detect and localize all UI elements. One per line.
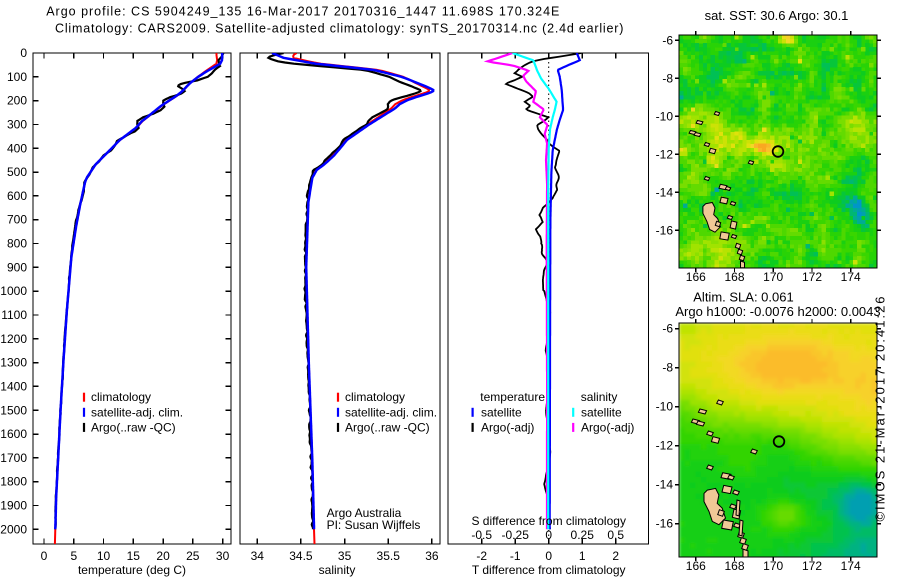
svg-text:700: 700: [7, 213, 27, 227]
svg-text:168: 168: [724, 559, 744, 573]
svg-text:174: 174: [841, 270, 861, 284]
svg-text:1: 1: [579, 549, 586, 563]
svg-text:-2: -2: [476, 549, 487, 563]
svg-text:0: 0: [545, 549, 552, 563]
svg-text:Argo(..raw -QC): Argo(..raw -QC): [345, 420, 430, 434]
svg-text:Argo(-adj): Argo(-adj): [481, 420, 534, 434]
svg-text:sat. SST: 30.6 Argo: 30.1: sat. SST: 30.6 Argo: 30.1: [705, 8, 849, 23]
svg-text:166: 166: [686, 559, 706, 573]
svg-text:34: 34: [251, 549, 265, 563]
svg-text:Argo Australia: Argo Australia: [327, 506, 402, 520]
svg-text:1100: 1100: [1, 308, 27, 322]
svg-text:-6: -6: [662, 33, 673, 47]
svg-text:Climatology: CARS2009. Satelli: Climatology: CARS2009. Satellite-adjuste…: [55, 22, 624, 36]
svg-text:0.25: 0.25: [571, 528, 595, 542]
svg-text:30: 30: [216, 549, 230, 563]
svg-text:20: 20: [156, 549, 170, 563]
svg-text:satellite-adj. clim.: satellite-adj. clim.: [345, 405, 437, 419]
svg-text:salinity: salinity: [319, 563, 356, 577]
svg-text:S difference from climatology: S difference from climatology: [471, 514, 626, 528]
svg-text:climatology: climatology: [345, 390, 405, 404]
svg-text:300: 300: [7, 118, 27, 132]
svg-text:-8: -8: [662, 361, 673, 375]
svg-text:100: 100: [7, 70, 27, 84]
svg-text:166: 166: [686, 270, 706, 284]
svg-text:200: 200: [7, 94, 27, 108]
svg-text:1800: 1800: [0, 475, 27, 489]
svg-text:2: 2: [612, 549, 619, 563]
svg-text:35: 35: [338, 549, 352, 563]
svg-text:172: 172: [802, 270, 822, 284]
svg-text:0: 0: [545, 528, 552, 542]
svg-text:satellite-adj. clim.: satellite-adj. clim.: [91, 405, 183, 419]
svg-text:900: 900: [7, 260, 27, 274]
svg-text:-16: -16: [656, 223, 674, 237]
svg-text:2000: 2000: [0, 522, 27, 536]
svg-text:1600: 1600: [0, 427, 27, 441]
svg-text:satellite: satellite: [481, 405, 522, 419]
svg-text:Altim. SLA: 0.061: Altim. SLA: 0.061: [693, 290, 793, 305]
svg-text:168: 168: [724, 270, 744, 284]
svg-text:-0.5: -0.5: [471, 528, 492, 542]
svg-text:1500: 1500: [0, 403, 27, 417]
svg-text:15: 15: [127, 549, 141, 563]
svg-text:-16: -16: [656, 517, 674, 531]
svg-text:1400: 1400: [0, 379, 27, 393]
svg-text:35.5: 35.5: [377, 549, 401, 563]
svg-text:-10: -10: [656, 400, 674, 414]
svg-text:600: 600: [7, 189, 27, 203]
svg-text:800: 800: [7, 237, 27, 251]
svg-text:-0.25: -0.25: [502, 528, 530, 542]
svg-text:salinity: salinity: [581, 390, 618, 404]
svg-text:400: 400: [7, 141, 27, 155]
svg-text:10: 10: [97, 549, 111, 563]
svg-text:Argo profile: CS 5904249_135 1: Argo profile: CS 5904249_135 16-Mar-2017…: [46, 5, 560, 19]
svg-text:-10: -10: [656, 109, 674, 123]
svg-text:T difference from climatology: T difference from climatology: [472, 563, 626, 577]
svg-text:170: 170: [763, 270, 783, 284]
svg-text:174: 174: [841, 559, 861, 573]
svg-text:0: 0: [41, 549, 48, 563]
svg-text:Argo(..raw -QC): Argo(..raw -QC): [91, 420, 176, 434]
svg-text:-14: -14: [656, 478, 674, 492]
svg-text:0: 0: [20, 46, 27, 60]
svg-text:172: 172: [802, 559, 822, 573]
svg-text:temperature: temperature: [480, 390, 545, 404]
svg-text:34.5: 34.5: [289, 549, 313, 563]
svg-text:36: 36: [425, 549, 439, 563]
svg-text:Argo h1000: -0.0076 h2000: 0.0: Argo h1000: -0.0076 h2000: 0.0043: [675, 304, 880, 319]
svg-text:©IMOS 21-Mar-2017 20:41:26: ©IMOS 21-Mar-2017 20:41:26: [873, 294, 888, 521]
svg-text:-12: -12: [656, 147, 674, 161]
svg-text:1700: 1700: [0, 451, 27, 465]
svg-text:temperature (deg C): temperature (deg C): [78, 563, 186, 577]
svg-text:1900: 1900: [0, 499, 27, 513]
svg-text:500: 500: [7, 165, 27, 179]
svg-text:-6: -6: [662, 322, 673, 336]
svg-text:-12: -12: [656, 439, 674, 453]
svg-text:170: 170: [763, 559, 783, 573]
svg-text:climatology: climatology: [91, 390, 151, 404]
svg-text:1000: 1000: [0, 284, 27, 298]
svg-text:satellite: satellite: [581, 405, 622, 419]
svg-text:1200: 1200: [0, 332, 27, 346]
svg-text:0.5: 0.5: [607, 528, 624, 542]
svg-text:1300: 1300: [0, 356, 27, 370]
svg-text:-14: -14: [656, 185, 674, 199]
svg-text:5: 5: [70, 549, 77, 563]
svg-text:PI: Susan Wijffels: PI: Susan Wijffels: [327, 518, 421, 532]
svg-text:25: 25: [186, 549, 200, 563]
svg-text:-8: -8: [662, 71, 673, 85]
svg-text:-1: -1: [510, 549, 521, 563]
svg-text:Argo(-adj): Argo(-adj): [581, 420, 634, 434]
